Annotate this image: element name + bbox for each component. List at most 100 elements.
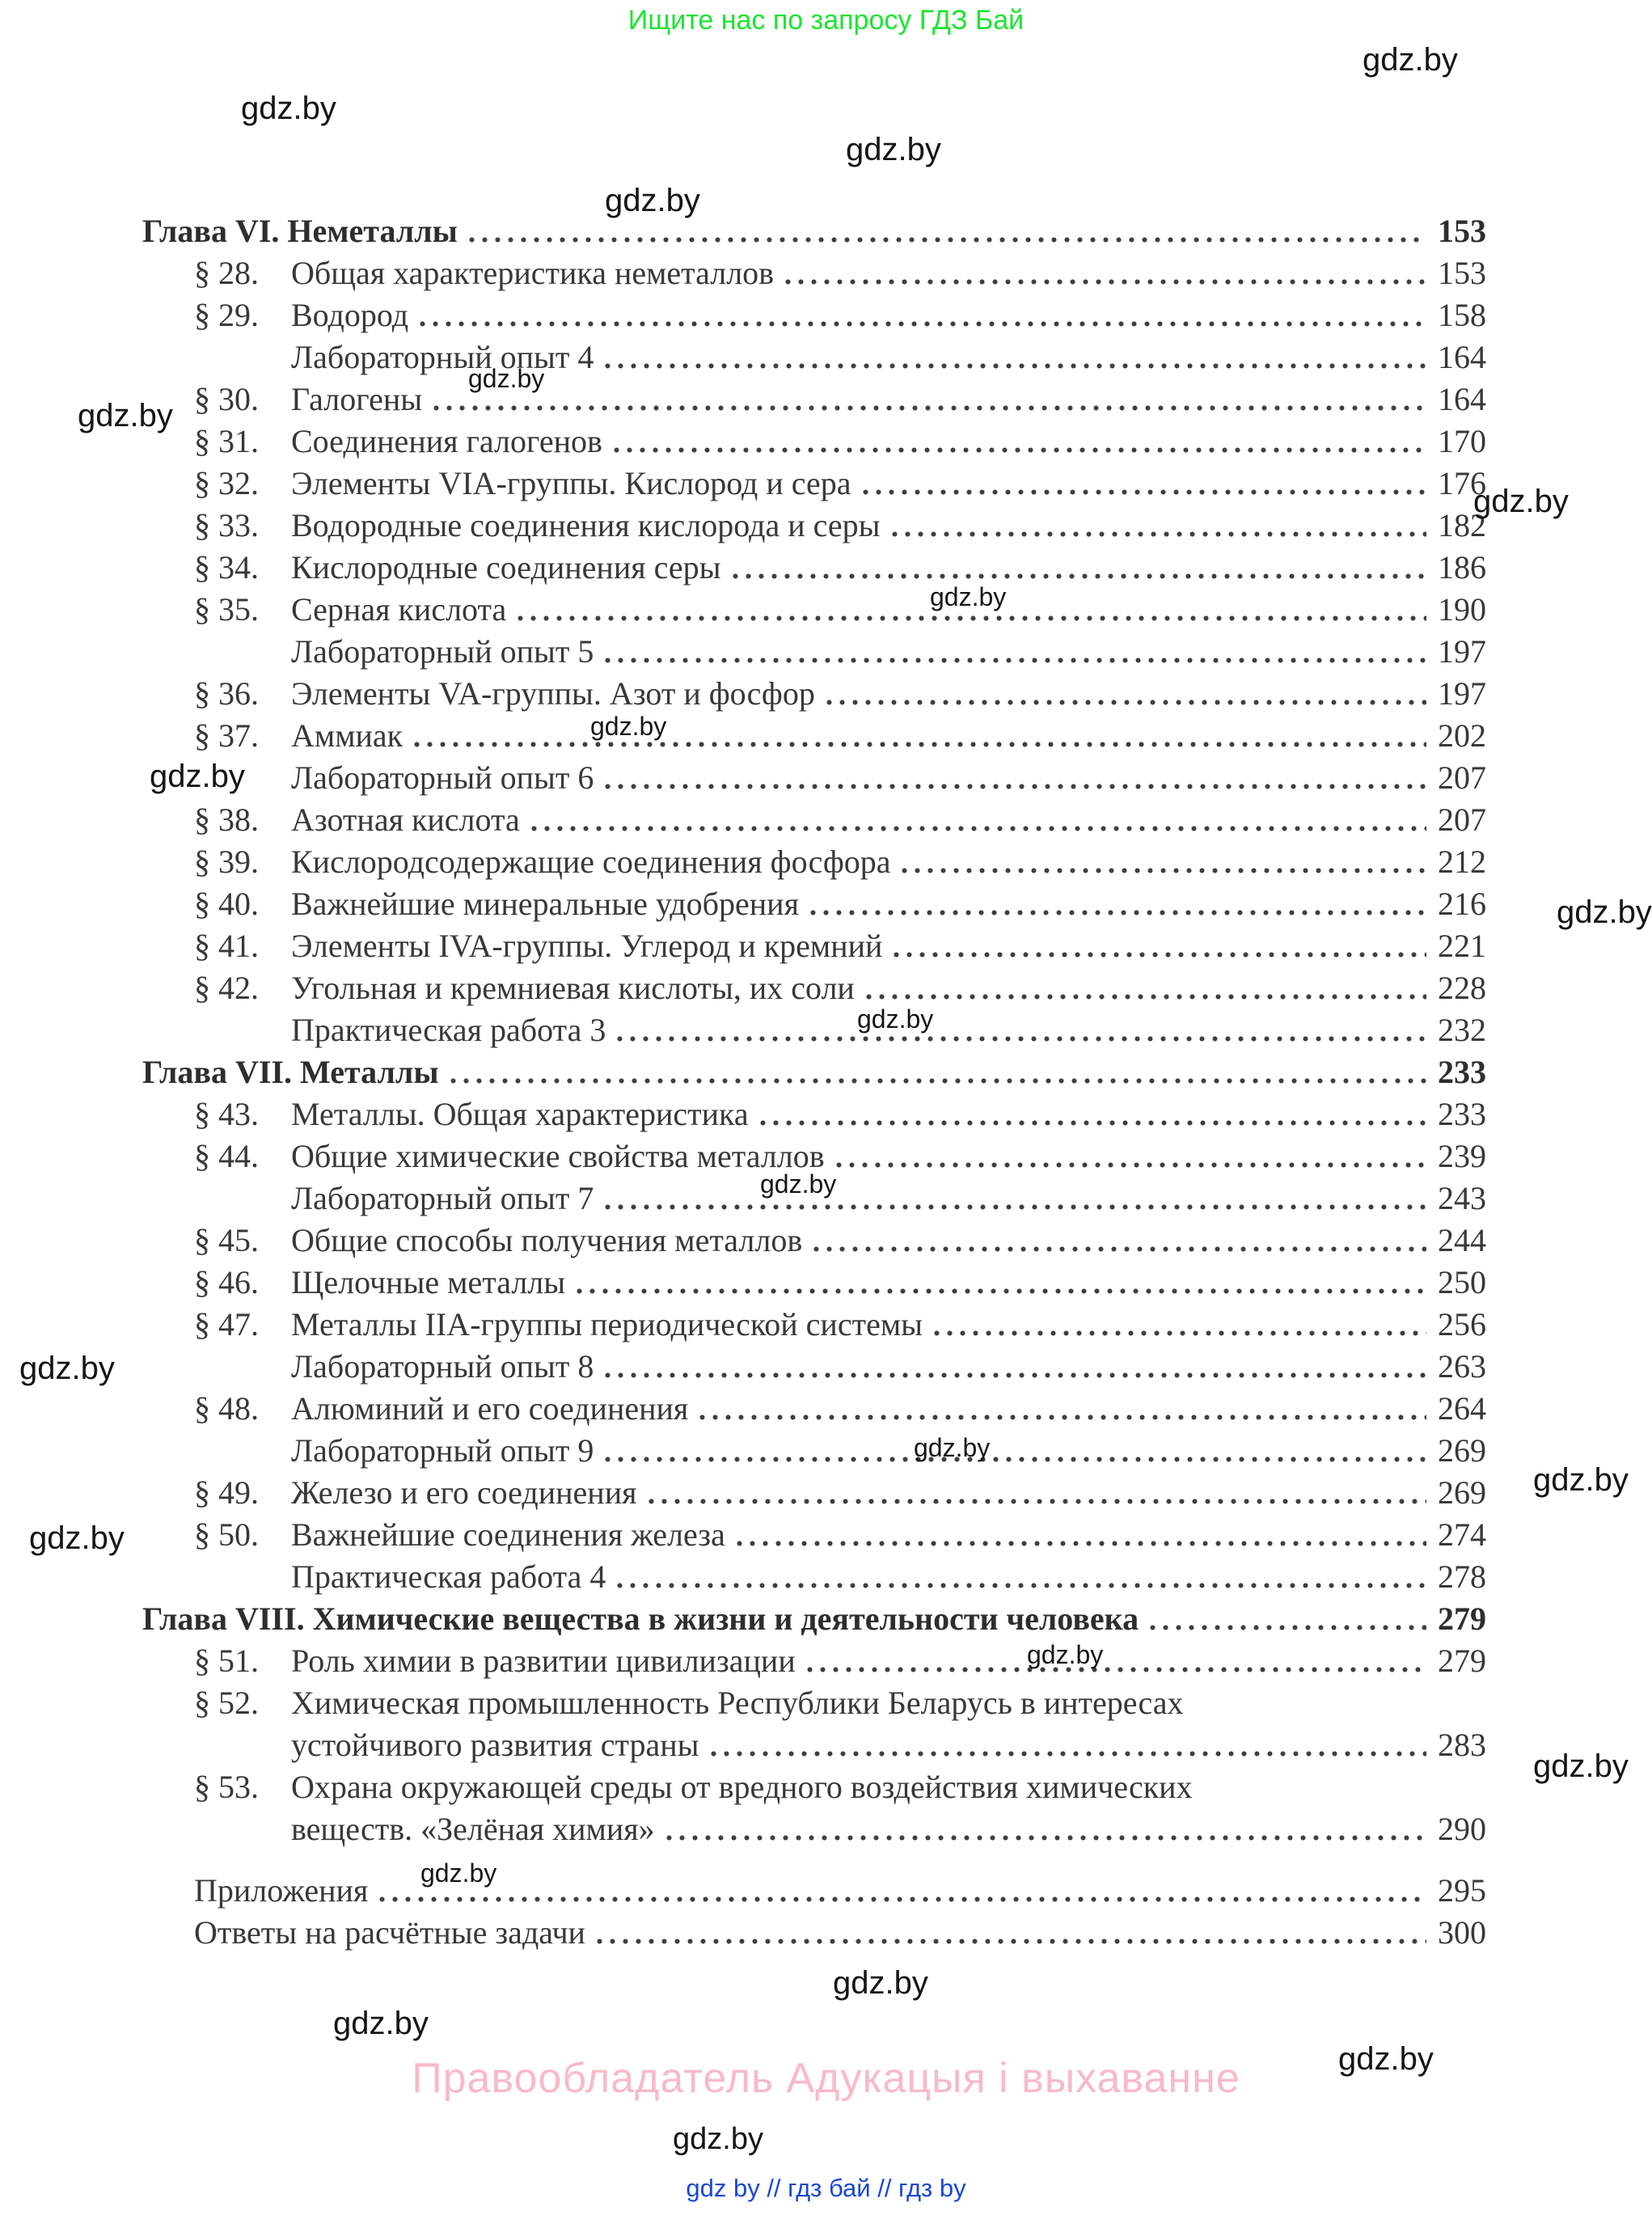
toc-entry-page: 228 (1438, 970, 1486, 1006)
toc-leader-dots (617, 1583, 1426, 1588)
toc-leader-dots (617, 1036, 1426, 1042)
toc-entry-row: § 41. Элементы IVA-группы. Углерод и крем… (142, 927, 1486, 969)
gdz-watermark: gdz.by (420, 1858, 497, 1888)
gdz-watermark: gdz.by (590, 712, 667, 741)
toc-entry-number: § 38. (194, 801, 259, 838)
toc-entry-page: 278 (1438, 1558, 1486, 1595)
toc-entry-row: § 53. Охрана окружающей среды от вредного… (142, 1768, 1486, 1810)
toc-entry-row: § 40. Важнейшие минеральные удобрения 216 (142, 885, 1486, 927)
toc-entry-row: § 39. Кислородсодержащие соединения фосфо… (142, 843, 1486, 885)
toc-entry-row: § 45. Общие способы получения металлов 244 (142, 1221, 1486, 1263)
toc-entry-row: Лабораторный опыт 8 263 (142, 1347, 1486, 1389)
toc-entry-page: 153 (1438, 255, 1486, 291)
toc-entry-title: Водородные соединения кислорода и серы (291, 507, 881, 543)
gdz-watermark: gdz.by (833, 1965, 928, 2001)
toc-entry-page: 216 (1438, 886, 1486, 922)
toc-leader-dots (806, 1667, 1426, 1672)
toc-leader-dots (865, 994, 1426, 1000)
toc-entry-title: устойчивого развития страны (291, 1727, 699, 1763)
toc-entry-page: 176 (1438, 465, 1486, 501)
toc-leader-dots (414, 742, 1426, 747)
toc-entry-page: 186 (1438, 549, 1486, 586)
toc-entry-title: Железо и его соединения (291, 1474, 637, 1511)
toc-entry-number: § 31. (194, 423, 259, 459)
toc-entry-row: Лабораторный опыт 5 197 (142, 632, 1486, 674)
toc-chapter-row: Глава VIII. Химические вещества в жизни … (142, 1600, 1486, 1642)
toc-entry-title: Важнейшие минеральные удобрения (291, 886, 799, 922)
toc-entry-row: § 46. Щелочные металлы 250 (142, 1263, 1486, 1305)
toc-leader-dots (605, 1372, 1426, 1378)
toc-leader-dots (736, 1541, 1426, 1546)
toc-entry-title: Общая характеристика неметаллов (291, 255, 775, 291)
toc-entry-number: § 46. (194, 1264, 259, 1300)
toc-leader-dots (809, 910, 1426, 915)
toc-entry-number: § 32. (194, 465, 259, 501)
toc-entry-row: § 35. Серная кислота 190 (142, 590, 1486, 632)
toc-leader-dots (813, 1246, 1426, 1252)
toc-entry-title: Химическая промышленность Республики Бел… (291, 1685, 1184, 1721)
toc-entry-title: Общие химические свойства металлов (291, 1138, 825, 1174)
toc-entry-page: 283 (1438, 1727, 1486, 1763)
toc-leader-dots (450, 1078, 1426, 1084)
toc-entry-row: § 34. Кислородные соединения серы 186 (142, 548, 1486, 590)
toc-entry-title: веществ. «Зелёная химия» (291, 1811, 655, 1847)
toc-entry-row: § 50. Важнейшие соединения железа 274 (142, 1516, 1486, 1558)
toc-entry-number: § 51. (194, 1643, 259, 1679)
toc-leader-dots (934, 1330, 1426, 1336)
toc-leader-dots (699, 1414, 1426, 1420)
toc-leader-dots (1150, 1625, 1426, 1630)
toc-entry-page: 164 (1438, 381, 1486, 417)
toc-entry-page: 202 (1438, 717, 1486, 754)
gdz-watermark: gdz.by (760, 1169, 837, 1199)
toc-entry-page: 207 (1438, 801, 1486, 838)
gdz-watermark: gdz.by (150, 759, 245, 794)
toc-entry-title: Лабораторный опыт 7 (291, 1180, 594, 1216)
toc-leader-dots (648, 1499, 1426, 1504)
toc-entry-row: § 51. Роль химии в развитии цивилизации 27… (142, 1642, 1486, 1684)
toc-entry-title: Алюминий и его соединения (291, 1390, 689, 1427)
toc-entry-row: § 44. Общие химические свойства металлов 2… (142, 1137, 1486, 1179)
toc-leader-dots (433, 405, 1426, 411)
toc-entry-page: 300 (1438, 1914, 1486, 1951)
toc-entry-title: Практическая работа 4 (291, 1558, 606, 1595)
toc-entry-page: 153 (1438, 213, 1486, 249)
toc-entry-title: Глава VI. Неметаллы (142, 213, 458, 249)
toc-entry-number: § 44. (194, 1138, 259, 1174)
toc-entry-page: 274 (1438, 1516, 1486, 1553)
toc-entry-row: Практическая работа 3 232 (142, 1011, 1486, 1053)
gdz-watermark: gdz.by (468, 364, 545, 393)
toc-entry-page: 263 (1438, 1348, 1486, 1385)
toc-entry-number: § 50. (194, 1516, 259, 1553)
toc-entry-number: § 28. (194, 255, 259, 291)
toc-leader-dots (759, 1120, 1426, 1126)
gdz-watermark: gdz.by (930, 582, 1007, 611)
toc-entry-page: 279 (1438, 1643, 1486, 1679)
toc-entry-page: 207 (1438, 759, 1486, 796)
gdz-watermark: gdz.by (29, 1520, 125, 1556)
toc-chapter-row: Глава VII. Металлы 233 (142, 1053, 1486, 1095)
gdz-watermark: gdz.by (1363, 42, 1458, 78)
toc-entry-number: § 34. (194, 549, 259, 586)
toc-entry-number: § 48. (194, 1390, 259, 1427)
toc-entry-title: Ответы на расчётные задачи (194, 1914, 585, 1951)
toc: Глава VI. Неметаллы 153 § 28. Общая характе… (142, 212, 1486, 1956)
toc-entry-page: 232 (1438, 1012, 1486, 1048)
toc-entry-title: Практическая работа 3 (291, 1012, 606, 1048)
toc-entry-title: Щелочные металлы (291, 1264, 566, 1300)
footer-links: gdz by // гдз бай // гдз by (686, 2174, 966, 2202)
toc-entry-row: § 28. Общая характеристика неметаллов 153 (142, 254, 1486, 296)
toc-entry-row: Лабораторный опыт 7 243 (142, 1179, 1486, 1221)
toc-entry-row: § 38. Азотная кислота 207 (142, 801, 1486, 843)
toc-entry-row: Лабораторный опыт 6 207 (142, 759, 1486, 801)
toc-entry-page: 256 (1438, 1306, 1486, 1342)
toc-entry-title: Металлы IIA-группы периодической системы (291, 1306, 923, 1342)
toc-leader-dots (468, 237, 1426, 243)
toc-entry-title: Аммиак (291, 717, 403, 754)
toc-entry-title: Лабораторный опыт 8 (291, 1348, 594, 1385)
gdz-watermark: gdz.by (1533, 1748, 1629, 1784)
promo-banner: Ищите нас по запросу ГДЗ Бай (627, 5, 1025, 36)
toc-leader-dots (379, 1896, 1426, 1902)
toc-chapter-row: Глава VI. Неметаллы 153 (142, 212, 1486, 254)
toc-entry-title: Элементы VIA-группы. Кислород и сера (291, 465, 851, 501)
